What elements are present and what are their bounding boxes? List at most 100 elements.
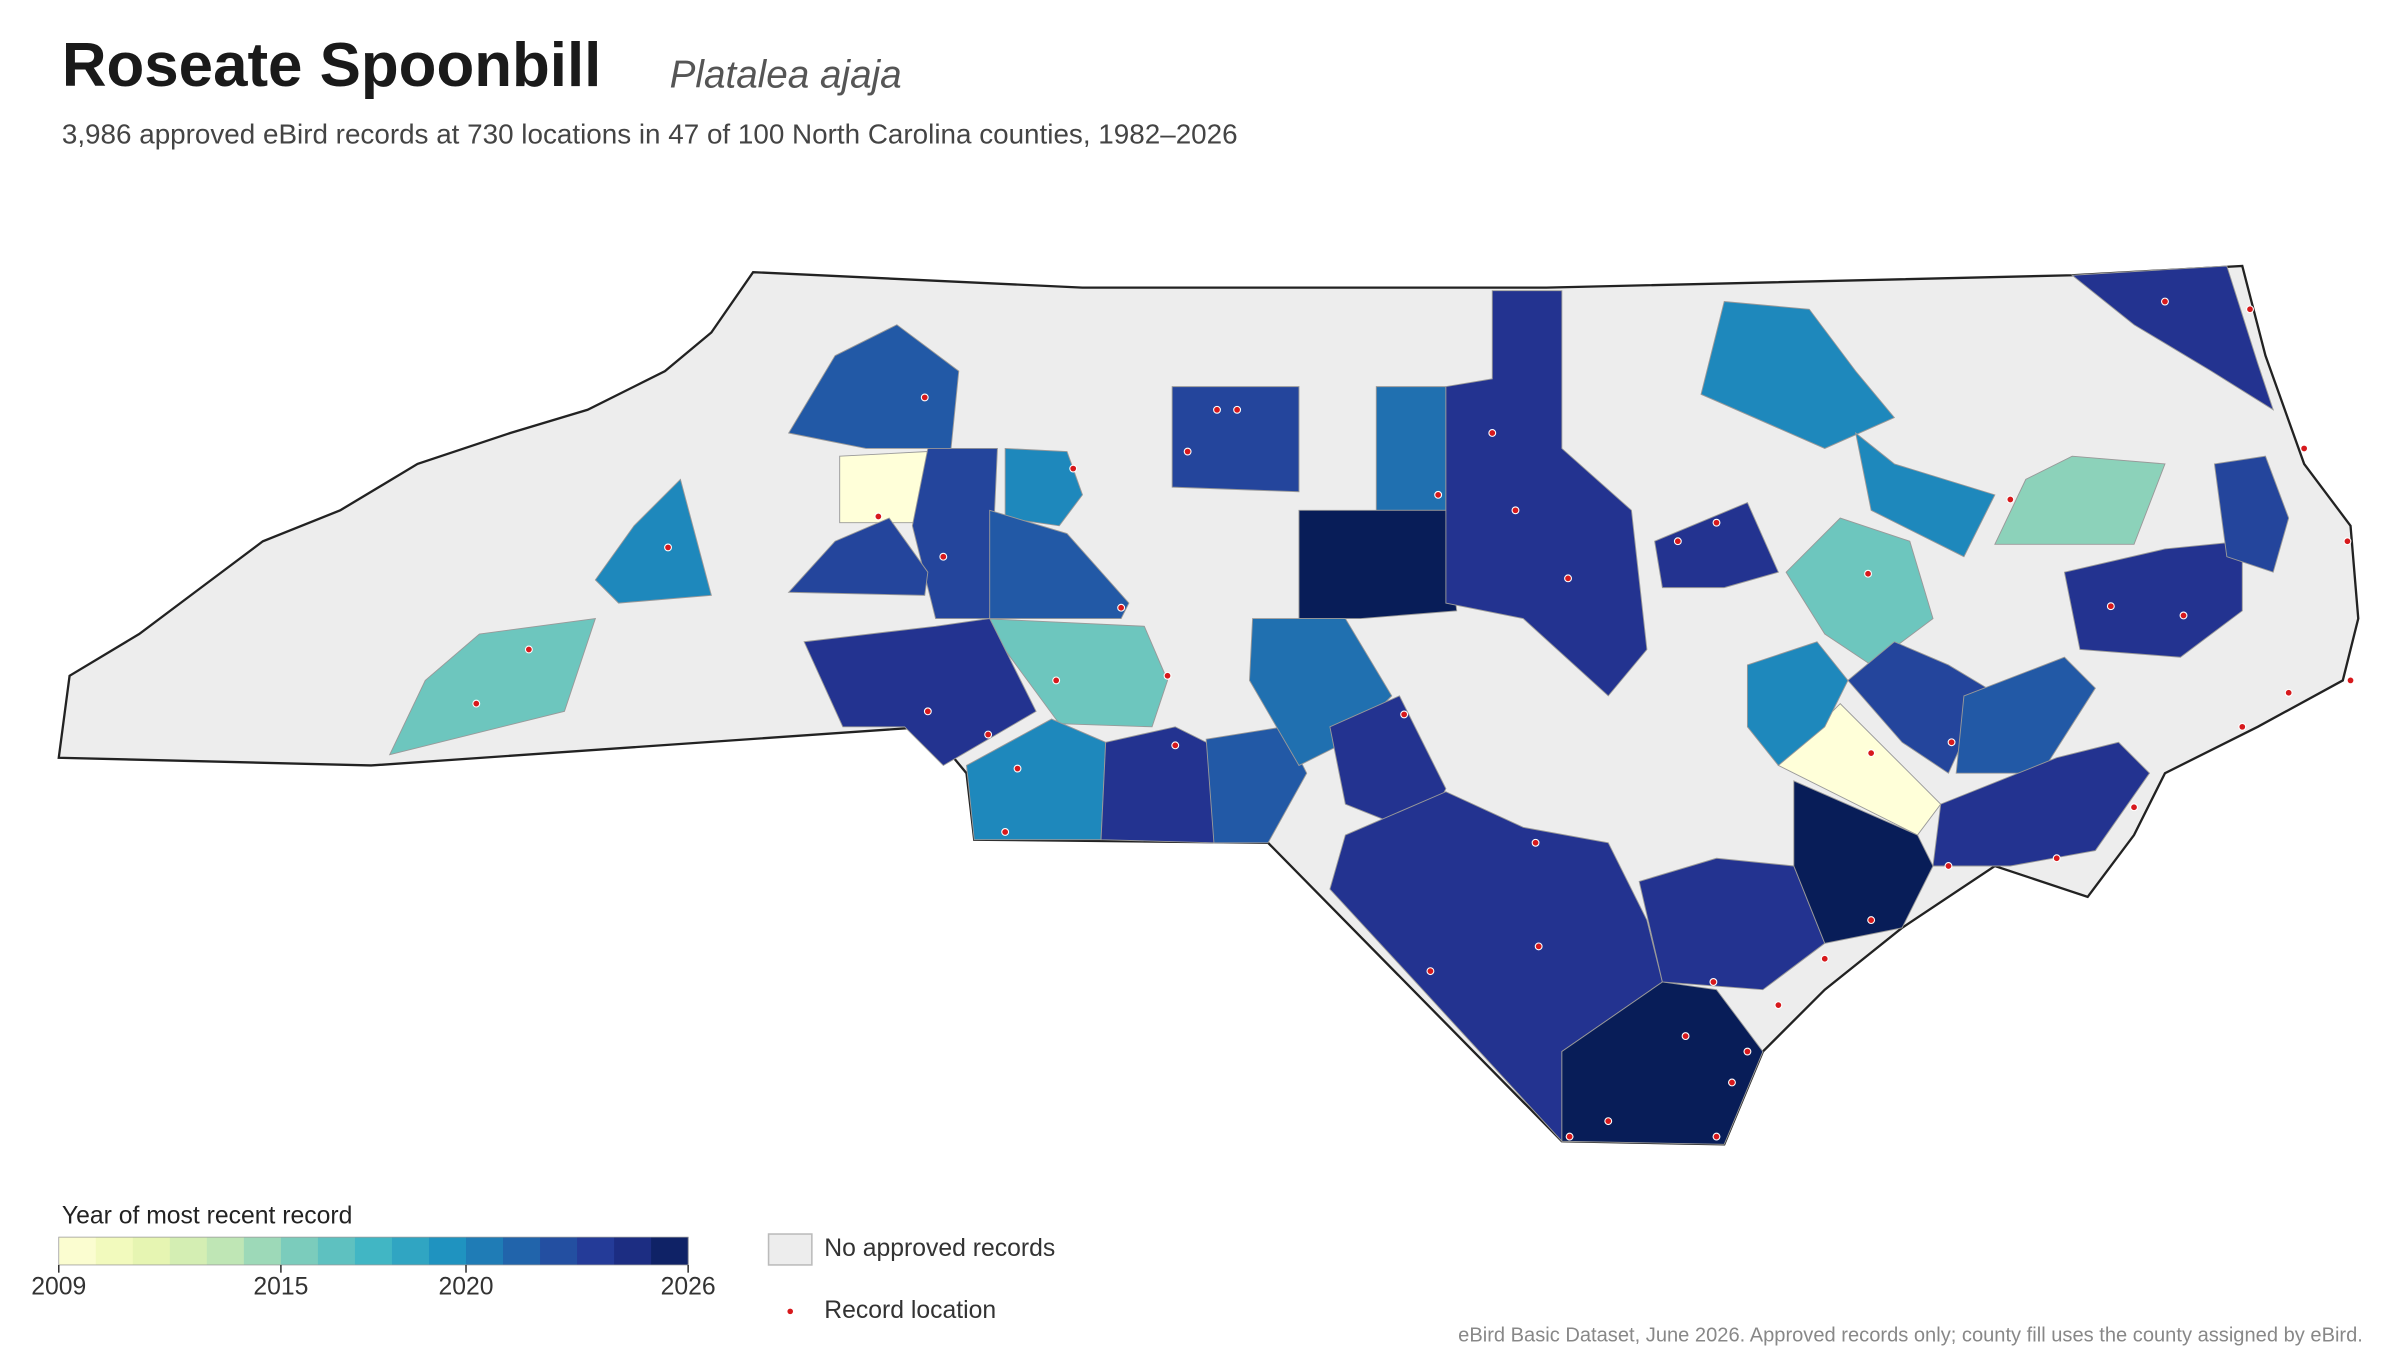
- record-dot: [923, 707, 932, 716]
- colorbar-cell: [169, 1237, 208, 1265]
- colorbar-cell: [503, 1237, 541, 1265]
- record-dot: [939, 552, 948, 561]
- record-dot: [874, 512, 883, 521]
- record-dot: [1213, 405, 1221, 414]
- record-dot: [2106, 602, 2115, 611]
- legend-title: Year of most recent record: [62, 1203, 353, 1230]
- colorbar-cell: [206, 1237, 245, 1265]
- county: [1994, 455, 2166, 545]
- record-dot: [1774, 1001, 1783, 1010]
- record-dot: [2284, 688, 2293, 697]
- county: [1205, 726, 1308, 844]
- record-dot: [2161, 297, 2169, 306]
- county: [2070, 265, 2275, 411]
- record-swatch: [787, 1308, 793, 1315]
- footer: eBird Basic Dataset, June 2026. Approved…: [1458, 1324, 2363, 1346]
- colorbar-cell: [428, 1237, 467, 1265]
- county: [1298, 509, 1458, 620]
- county: [2213, 455, 2290, 573]
- county: [1854, 431, 1996, 558]
- county: [388, 618, 597, 756]
- county: [1746, 641, 1849, 767]
- colorbar-cell: [577, 1237, 615, 1265]
- county: [1700, 301, 1896, 449]
- record-dot: [1712, 1132, 1721, 1141]
- county: [1171, 386, 1300, 493]
- colorbar-cell: [614, 1237, 652, 1265]
- county: [1100, 726, 1223, 844]
- record-dot: [1488, 429, 1497, 437]
- colorbar-cell: [58, 1237, 97, 1265]
- county: [594, 478, 712, 604]
- county: [839, 451, 929, 524]
- record-dot: [1233, 405, 1242, 414]
- record-dot: [1604, 1117, 1613, 1126]
- record-dot: [1867, 916, 1876, 925]
- record-dot: [1511, 506, 1520, 515]
- record-dot: [1117, 603, 1126, 612]
- county: [1654, 501, 1780, 589]
- colorbar-tick-label: 2026: [661, 1274, 716, 1301]
- colorbar-tick-label: 2015: [253, 1274, 308, 1301]
- no-records-label: No approved records: [824, 1235, 1055, 1262]
- county: [1004, 447, 1084, 527]
- county: [989, 509, 1130, 620]
- colorbar-frame: [58, 1236, 689, 1266]
- record-dot: [2343, 537, 2352, 546]
- record-dot: [1944, 862, 1953, 870]
- record-dot: [2238, 722, 2247, 731]
- colorbar-tick-label: 2020: [438, 1274, 493, 1301]
- county: [2063, 540, 2243, 658]
- record-dot: [2246, 305, 2254, 314]
- record-dot: [2346, 676, 2355, 685]
- colorbar-tick-label: 2009: [31, 1274, 86, 1301]
- record-location-label: Record location: [824, 1297, 996, 1324]
- county: [1445, 290, 1648, 697]
- record-dot: [1681, 1032, 1690, 1041]
- record-dot: [1434, 490, 1443, 499]
- record-dot: [1183, 447, 1192, 456]
- record-dot: [1564, 574, 1572, 583]
- record-dot: [1820, 954, 1829, 963]
- record-dot: [1565, 1132, 1574, 1141]
- record-dot: [1171, 741, 1180, 750]
- record-dot: [1426, 967, 1435, 976]
- record-dot: [984, 730, 993, 739]
- record-dot: [1013, 764, 1022, 773]
- record-dot: [2052, 854, 2061, 863]
- record-dot: [1867, 749, 1876, 758]
- county: [1785, 517, 1934, 666]
- colorbar-cell: [132, 1237, 171, 1265]
- record-dot: [1052, 676, 1061, 685]
- colorbar-cell: [651, 1237, 689, 1265]
- colorbar-cell: [466, 1237, 504, 1265]
- record-dot: [920, 393, 929, 402]
- record-dot: [2130, 803, 2138, 812]
- title: Roseate Spoonbill: [62, 31, 601, 100]
- colorbar-cell: [391, 1237, 430, 1265]
- subtitle: 3,986 approved eBird records at 730 loca…: [62, 118, 1238, 149]
- county: [803, 618, 1037, 767]
- record-dot: [524, 645, 533, 654]
- record-dot: [2006, 495, 2015, 504]
- record-dot: [1947, 738, 1956, 747]
- record-dot: [2179, 611, 2188, 620]
- record-dot: [472, 699, 481, 708]
- colorbar-cell: [95, 1237, 134, 1265]
- scientific-name: Platalea ajaja: [670, 54, 902, 97]
- record-dot: [1673, 537, 1682, 546]
- county: [1375, 386, 1447, 511]
- record-dot: [1069, 464, 1078, 473]
- colorbar-cell: [354, 1237, 393, 1265]
- record-dot: [1743, 1047, 1752, 1056]
- county: [1955, 656, 2096, 774]
- record-dot: [1712, 518, 1721, 527]
- colorbar-cell: [243, 1237, 282, 1265]
- record-dot: [1163, 671, 1172, 680]
- record-dot: [1001, 828, 1010, 836]
- county: [911, 447, 998, 620]
- record-dot: [664, 543, 672, 552]
- record-dot: [1531, 838, 1540, 847]
- record-dot: [1864, 569, 1872, 578]
